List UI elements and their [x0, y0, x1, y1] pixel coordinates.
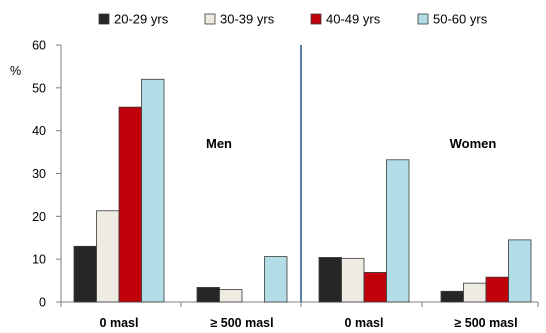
- bar: [96, 210, 120, 303]
- category-label: 0 masl: [345, 316, 384, 330]
- legend-label: 40-49 yrs: [326, 12, 381, 27]
- bar: [141, 78, 165, 303]
- y-tick-label: 60: [32, 39, 46, 53]
- category-labels: 0 masl ≥ 500 masl 0 masl ≥ 500 masl: [100, 316, 518, 330]
- bar: [318, 257, 342, 303]
- category-label: ≥ 500 masl: [454, 316, 517, 330]
- y-tick-label: 40: [32, 124, 46, 138]
- legend-swatch: [310, 13, 322, 25]
- legend-swatch: [98, 13, 110, 25]
- legend-label: 20-29 yrs: [114, 12, 169, 27]
- bar: [219, 289, 243, 303]
- y-tick-label: 20: [32, 210, 46, 224]
- bar: [508, 239, 532, 303]
- bar: [118, 106, 142, 303]
- y-axis: 0 10 20 30 40 50 60: [32, 39, 62, 310]
- y-tick-label: 50: [32, 81, 46, 95]
- legend-swatch: [204, 13, 216, 25]
- legend: 20-29 yrs 30-39 yrs 40-49 yrs 50-60 yrs: [98, 12, 488, 27]
- legend-label: 30-39 yrs: [220, 12, 275, 27]
- category-label: 0 masl: [100, 316, 139, 330]
- category-label: ≥ 500 masl: [210, 316, 273, 330]
- x-axis: [60, 301, 539, 307]
- bar: [196, 287, 220, 303]
- y-tick-label: 30: [32, 167, 46, 181]
- bar: [73, 245, 97, 303]
- bar: [264, 256, 288, 303]
- y-axis-unit-label: %: [10, 64, 21, 78]
- bar: [485, 276, 509, 303]
- bar: [341, 257, 365, 303]
- panel-labels: Men Women: [206, 136, 496, 151]
- legend-label: 50-60 yrs: [433, 12, 488, 27]
- y-tick-label: 0: [39, 296, 46, 310]
- y-tick-label: 10: [32, 253, 46, 267]
- bar: [440, 290, 464, 303]
- legend-swatch: [417, 13, 429, 25]
- bar: [463, 282, 487, 303]
- bar: [386, 159, 410, 303]
- bar: [363, 272, 387, 303]
- panel-label: Women: [450, 136, 497, 151]
- panel-label: Men: [206, 136, 232, 151]
- bars: [73, 78, 532, 303]
